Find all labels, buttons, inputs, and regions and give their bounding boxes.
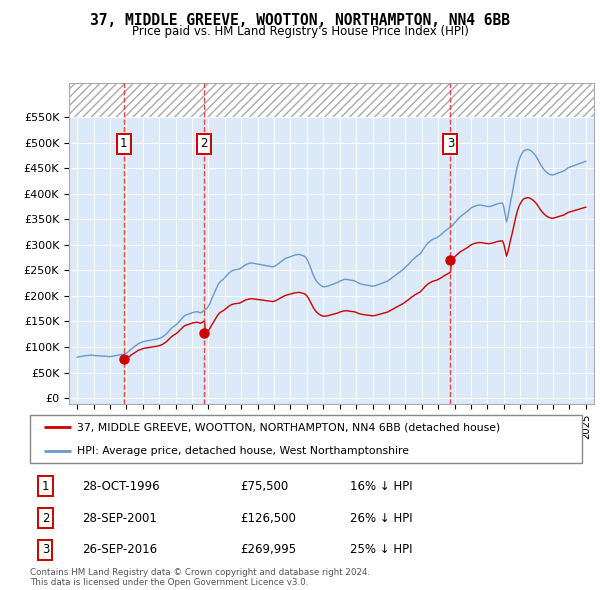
Text: 37, MIDDLE GREEVE, WOOTTON, NORTHAMPTON, NN4 6BB (detached house): 37, MIDDLE GREEVE, WOOTTON, NORTHAMPTON,… (77, 422, 500, 432)
Text: Price paid vs. HM Land Registry's House Price Index (HPI): Price paid vs. HM Land Registry's House … (131, 25, 469, 38)
Text: 26-SEP-2016: 26-SEP-2016 (82, 543, 158, 556)
Text: 28-OCT-1996: 28-OCT-1996 (82, 480, 160, 493)
Text: £75,500: £75,500 (240, 480, 288, 493)
Text: 1: 1 (120, 137, 127, 150)
Text: 2: 2 (200, 137, 208, 150)
Text: 3: 3 (447, 137, 454, 150)
Text: HPI: Average price, detached house, West Northamptonshire: HPI: Average price, detached house, West… (77, 445, 409, 455)
Text: 37, MIDDLE GREEVE, WOOTTON, NORTHAMPTON, NN4 6BB: 37, MIDDLE GREEVE, WOOTTON, NORTHAMPTON,… (90, 13, 510, 28)
FancyBboxPatch shape (30, 415, 582, 463)
Text: £126,500: £126,500 (240, 512, 296, 525)
Text: £269,995: £269,995 (240, 543, 296, 556)
Text: 1: 1 (42, 480, 49, 493)
Text: 28-SEP-2001: 28-SEP-2001 (82, 512, 157, 525)
Text: 3: 3 (42, 543, 49, 556)
Text: Contains HM Land Registry data © Crown copyright and database right 2024.
This d: Contains HM Land Registry data © Crown c… (30, 568, 370, 587)
Text: 16% ↓ HPI: 16% ↓ HPI (350, 480, 413, 493)
Text: 25% ↓ HPI: 25% ↓ HPI (350, 543, 413, 556)
Text: 2: 2 (42, 512, 49, 525)
Text: 26% ↓ HPI: 26% ↓ HPI (350, 512, 413, 525)
